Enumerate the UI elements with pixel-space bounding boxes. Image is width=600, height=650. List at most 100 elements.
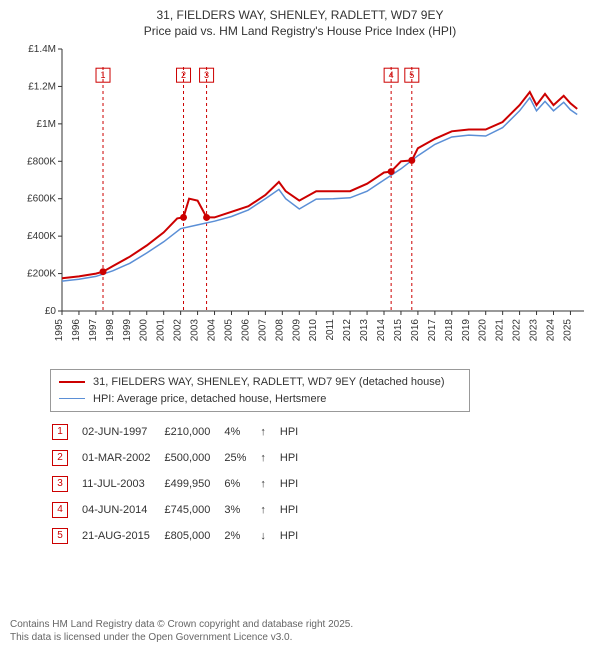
sale-point: [408, 157, 415, 164]
col-n: 2: [52, 446, 80, 470]
title-line1: 31, FIELDERS WAY, SHENLEY, RADLETT, WD7 …: [10, 8, 590, 24]
col-arrow: ↑: [260, 498, 278, 522]
chart-container: 31, FIELDERS WAY, SHENLEY, RADLETT, WD7 …: [0, 0, 600, 650]
line-chart: £0 £200K £400K £600K £800K £1M £1.2M £1.4M 1995 1…: [10, 43, 590, 363]
col-ref: HPI: [280, 420, 310, 444]
footer: Contains HM Land Registry data © Crown c…: [10, 618, 353, 644]
table-row: 311-JUL-2003£499,9506%↑HPI: [52, 472, 310, 496]
svg-text:2023: 2023: [529, 319, 540, 342]
svg-text:1: 1: [101, 70, 106, 80]
svg-text:£1.2M: £1.2M: [28, 82, 56, 93]
svg-text:2019: 2019: [461, 319, 472, 342]
sale-point: [180, 214, 187, 221]
svg-text:2020: 2020: [478, 319, 489, 342]
svg-text:2011: 2011: [325, 319, 336, 341]
svg-text:£1.4M: £1.4M: [28, 44, 56, 55]
footer-line1: Contains HM Land Registry data © Crown c…: [10, 618, 353, 631]
table-row: 102-JUN-1997£210,0004%↑HPI: [52, 420, 310, 444]
legend-label: HPI: Average price, detached house, Hert…: [93, 391, 326, 408]
col-pct: 6%: [224, 472, 258, 496]
sale-point: [203, 214, 210, 221]
col-date: 02-JUN-1997: [82, 420, 162, 444]
svg-text:2016: 2016: [410, 319, 421, 342]
series-hpi: [62, 98, 577, 281]
svg-text:2000: 2000: [139, 319, 150, 342]
svg-text:2006: 2006: [240, 319, 251, 342]
svg-text:2009: 2009: [291, 319, 302, 342]
svg-text:2: 2: [181, 70, 186, 80]
col-n: 3: [52, 472, 80, 496]
svg-text:£600K: £600K: [27, 194, 56, 205]
legend-item: 31, FIELDERS WAY, SHENLEY, RADLETT, WD7 …: [59, 374, 461, 391]
svg-text:2003: 2003: [190, 319, 201, 342]
series-price_paid: [62, 92, 577, 278]
legend-swatch: [59, 398, 85, 399]
svg-text:2010: 2010: [308, 319, 319, 342]
table-row: 404-JUN-2014£745,0003%↑HPI: [52, 498, 310, 522]
svg-text:2024: 2024: [545, 319, 556, 342]
svg-text:3: 3: [204, 70, 209, 80]
svg-text:2013: 2013: [359, 319, 370, 342]
col-price: £745,000: [164, 498, 222, 522]
col-pct: 4%: [224, 420, 258, 444]
svg-text:2005: 2005: [223, 319, 234, 342]
legend-swatch: [59, 381, 85, 383]
col-ref: HPI: [280, 524, 310, 548]
svg-text:4: 4: [389, 70, 394, 80]
svg-text:2014: 2014: [376, 319, 387, 342]
col-n: 4: [52, 498, 80, 522]
svg-text:2001: 2001: [156, 319, 167, 342]
svg-text:£400K: £400K: [27, 231, 56, 242]
transactions-table: 102-JUN-1997£210,0004%↑HPI201-MAR-2002£5…: [50, 418, 312, 550]
col-ref: HPI: [280, 498, 310, 522]
svg-text:2012: 2012: [342, 319, 353, 342]
svg-text:2018: 2018: [444, 319, 455, 342]
col-arrow: ↑: [260, 472, 278, 496]
svg-text:2002: 2002: [173, 319, 184, 342]
legend-label: 31, FIELDERS WAY, SHENLEY, RADLETT, WD7 …: [93, 374, 445, 391]
svg-text:5: 5: [409, 70, 414, 80]
col-price: £805,000: [164, 524, 222, 548]
footer-line2: This data is licensed under the Open Gov…: [10, 631, 353, 644]
col-arrow: ↓: [260, 524, 278, 548]
col-date: 04-JUN-2014: [82, 498, 162, 522]
col-pct: 2%: [224, 524, 258, 548]
table-row: 521-AUG-2015£805,0002%↓HPI: [52, 524, 310, 548]
svg-text:2025: 2025: [562, 319, 573, 342]
svg-text:2022: 2022: [512, 319, 523, 342]
col-n: 1: [52, 420, 80, 444]
col-n: 5: [52, 524, 80, 548]
svg-text:1996: 1996: [71, 319, 82, 342]
svg-text:2021: 2021: [495, 319, 506, 342]
svg-text:£0: £0: [45, 306, 57, 317]
col-date: 11-JUL-2003: [82, 472, 162, 496]
col-ref: HPI: [280, 446, 310, 470]
title-line2: Price paid vs. HM Land Registry's House …: [10, 24, 590, 40]
chart-area: £0 £200K £400K £600K £800K £1M £1.2M £1.4M 1995 1…: [10, 43, 590, 363]
col-pct: 25%: [224, 446, 258, 470]
svg-text:2004: 2004: [207, 319, 218, 342]
col-date: 01-MAR-2002: [82, 446, 162, 470]
svg-text:£200K: £200K: [27, 269, 56, 280]
svg-text:2015: 2015: [393, 319, 404, 342]
sale-point: [100, 268, 107, 275]
svg-text:1995: 1995: [54, 319, 65, 342]
title-block: 31, FIELDERS WAY, SHENLEY, RADLETT, WD7 …: [10, 8, 590, 39]
col-arrow: ↑: [260, 446, 278, 470]
col-ref: HPI: [280, 472, 310, 496]
col-price: £500,000: [164, 446, 222, 470]
svg-text:2017: 2017: [427, 319, 438, 342]
svg-text:£800K: £800K: [27, 156, 56, 167]
legend: 31, FIELDERS WAY, SHENLEY, RADLETT, WD7 …: [50, 369, 470, 412]
svg-text:1998: 1998: [105, 319, 116, 342]
col-arrow: ↑: [260, 420, 278, 444]
col-pct: 3%: [224, 498, 258, 522]
legend-item: HPI: Average price, detached house, Hert…: [59, 391, 461, 408]
svg-text:2008: 2008: [274, 319, 285, 342]
table-row: 201-MAR-2002£500,00025%↑HPI: [52, 446, 310, 470]
col-date: 21-AUG-2015: [82, 524, 162, 548]
svg-text:2007: 2007: [257, 319, 268, 342]
svg-text:£1M: £1M: [37, 119, 56, 130]
svg-text:1999: 1999: [122, 319, 133, 342]
svg-text:1997: 1997: [88, 319, 99, 342]
